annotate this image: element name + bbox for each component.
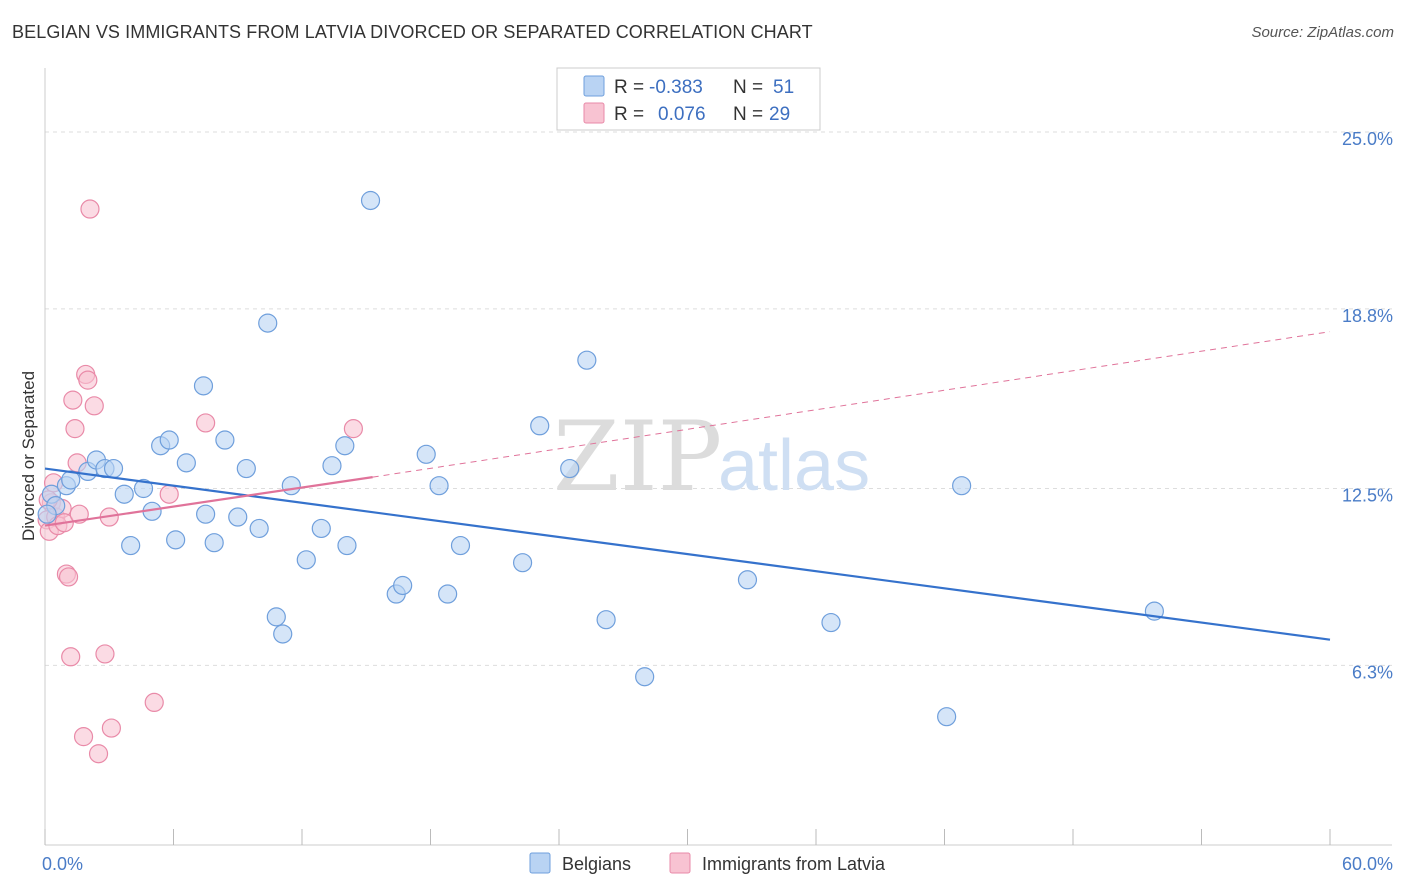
y-tick-labels: 6.3% 12.5% 18.8% 25.0%: [1342, 129, 1393, 682]
stats-legend-r-label-belgians: R =: [614, 77, 644, 98]
belgians-point: [114, 484, 134, 504]
legend-label-belgians: Belgians: [562, 854, 631, 874]
belgians-point: [236, 458, 256, 479]
belgians-point: [273, 624, 293, 644]
chart-title: BELGIAN VS IMMIGRANTS FROM LATVIA DIVORC…: [12, 22, 813, 42]
stats-legend-n-value-latvia: 29: [769, 104, 790, 125]
belgians-point: [196, 504, 216, 524]
y-axis-title: Divorced or Separated: [19, 371, 38, 541]
belgians-point: [103, 458, 124, 479]
stats-legend-r-value-latvia: 0.076: [658, 104, 706, 125]
belgians-point: [266, 607, 286, 627]
belgians-point: [121, 535, 141, 556]
belgians-point: [952, 476, 972, 496]
belgians-point: [249, 518, 269, 539]
belgians-point: [360, 190, 381, 211]
x-tick-label-max: 60.0%: [1342, 854, 1393, 874]
belgians-point: [937, 707, 957, 727]
belgians-trend-line: [44, 467, 1331, 641]
belgians-point: [596, 610, 616, 630]
belgians-point: [311, 518, 331, 539]
stats-legend-swatch-latvia: [583, 102, 605, 124]
belgians-point: [37, 504, 57, 524]
series-legend: Belgians Immigrants from Latvia: [529, 852, 886, 874]
belgians-point: [560, 458, 580, 479]
belgians-point: [159, 430, 179, 450]
belgians-point: [635, 667, 655, 687]
belgians-point: [438, 584, 458, 604]
latvia-point: [58, 567, 79, 587]
latvia-point: [101, 718, 121, 738]
legend-swatch-belgians: [529, 852, 551, 874]
latvia-point: [78, 370, 98, 390]
latvia-point: [69, 504, 89, 524]
latvia-point: [73, 727, 94, 747]
latvia-point: [196, 413, 216, 433]
latvia-point: [61, 647, 81, 667]
latvia-point: [63, 390, 83, 410]
belgians-point: [577, 350, 597, 370]
latvia-trend-line: [44, 476, 373, 527]
y-tick-label: 25.0%: [1342, 129, 1393, 149]
trend-lines: [44, 331, 1331, 641]
stats-legend-r-value-belgians: -0.383: [649, 77, 703, 98]
latvia-point: [95, 644, 115, 664]
stats-legend-n-label-latvia: N =: [733, 104, 763, 125]
latvia-point: [88, 744, 109, 764]
axes: [44, 68, 1392, 846]
stats-legend-n-value-belgians: 51: [773, 77, 794, 98]
y-tick-label: 6.3%: [1352, 662, 1393, 682]
y-tick-label: 12.5%: [1342, 486, 1393, 506]
belgians-point: [322, 456, 342, 476]
x-tick-label-min: 0.0%: [42, 854, 83, 874]
latvia-point: [343, 419, 363, 439]
latvia-point: [159, 484, 179, 504]
stats-legend-r-label-latvia: R =: [614, 104, 644, 125]
stats-legend: R = -0.383 N = 51 R = 0.076 N = 29: [556, 67, 821, 131]
x-tick-labels: 0.0% 60.0%: [42, 854, 1393, 874]
belgians-point: [281, 476, 301, 496]
belgians-points: [37, 190, 1164, 727]
belgians-point: [215, 430, 235, 450]
watermark-atlas: atlas: [718, 426, 870, 506]
latvia-point: [144, 692, 164, 713]
belgians-point: [258, 313, 278, 333]
latvia-points: [37, 199, 363, 764]
belgians-point: [193, 376, 214, 396]
chart-source: Source: ZipAtlas.com: [1251, 24, 1394, 41]
grid-lines: [45, 131, 1392, 666]
belgians-point: [296, 550, 316, 570]
belgians-point: [337, 535, 357, 556]
watermark-zip: ZIP: [553, 401, 722, 513]
belgians-point: [228, 507, 248, 527]
legend-swatch-latvia: [669, 852, 691, 874]
belgians-point: [416, 444, 436, 464]
latvia-point: [80, 199, 100, 219]
belgians-point: [393, 575, 413, 596]
belgians-point: [335, 436, 355, 456]
legend-label-latvia: Immigrants from Latvia: [702, 854, 886, 874]
latvia-point: [84, 396, 104, 416]
belgians-point: [530, 416, 550, 436]
belgians-point: [133, 478, 154, 499]
stats-legend-n-label-belgians: N =: [733, 77, 763, 98]
belgians-point: [204, 533, 224, 553]
belgians-point: [450, 535, 471, 556]
belgians-point: [737, 570, 758, 590]
latvia-point: [65, 419, 85, 439]
belgians-point: [166, 530, 186, 550]
latvia-trend-extension: [372, 331, 1331, 478]
belgians-point: [821, 612, 841, 633]
belgians-point: [176, 453, 196, 473]
stats-legend-swatch-belgians: [583, 75, 605, 97]
belgians-point: [429, 476, 449, 496]
belgians-point: [512, 553, 533, 573]
y-tick-label: 18.8%: [1342, 306, 1393, 326]
